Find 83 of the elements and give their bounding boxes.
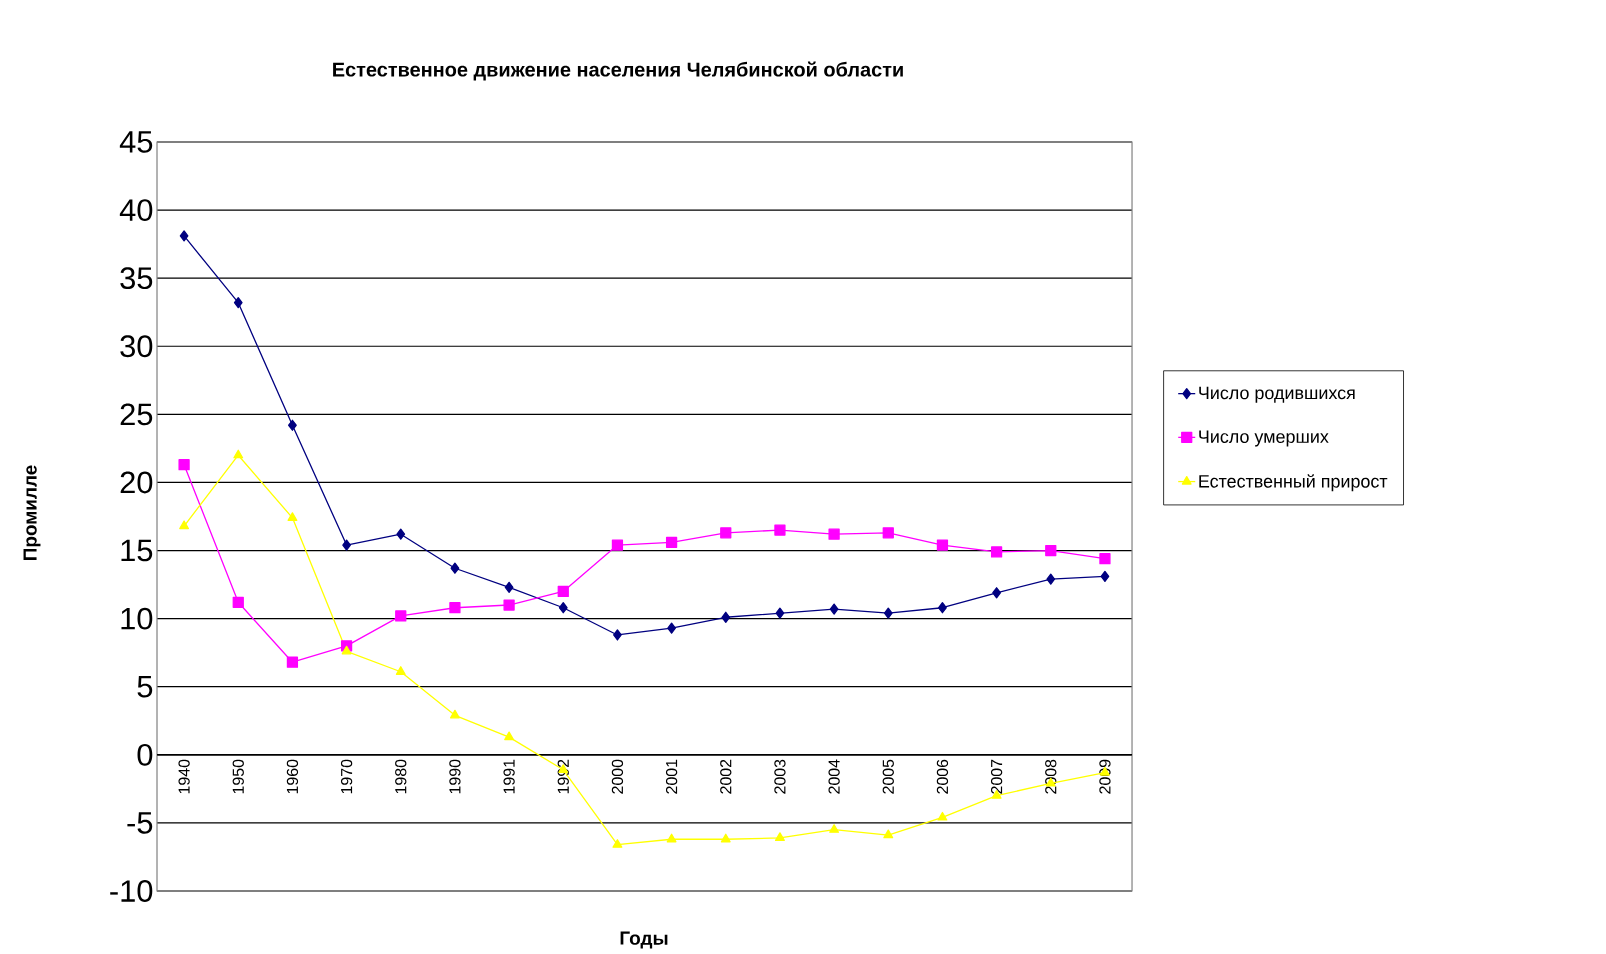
- x-tick-label: 2003: [774, 759, 786, 794]
- y-tick-label: 5: [137, 675, 153, 698]
- x-tick-label: 2001: [665, 759, 678, 794]
- point: [829, 603, 839, 615]
- x-tick-label: 1950: [232, 759, 244, 794]
- point: [612, 839, 623, 848]
- point: [233, 449, 244, 459]
- y-tick-label: 40: [119, 199, 153, 222]
- point: [449, 602, 461, 614]
- x-tick-label: 1970: [340, 759, 353, 794]
- point: [1046, 573, 1056, 585]
- x-tick-label: 1991: [503, 759, 515, 794]
- point: [992, 587, 1001, 599]
- y-tick-label: 45: [119, 131, 153, 153]
- y-tick-label: -5: [127, 812, 153, 834]
- point: [450, 562, 460, 574]
- point: [936, 539, 949, 551]
- y-tick-label: 30: [120, 335, 153, 358]
- point: [233, 297, 243, 309]
- point: [503, 599, 515, 611]
- point: [774, 524, 786, 536]
- point: [232, 596, 244, 608]
- point: [396, 528, 406, 540]
- x-tick-label: 2004: [828, 759, 840, 794]
- x-tick-label: 2002: [720, 759, 732, 794]
- legend-label: Число родившихся: [1199, 386, 1355, 403]
- y-tick-label: 25: [120, 403, 153, 426]
- x-tick-label: 1990: [449, 759, 461, 794]
- point: [341, 645, 352, 655]
- point: [558, 602, 568, 614]
- y-tick-label: 0: [137, 743, 153, 766]
- y-tick-label: 10: [121, 607, 153, 630]
- point: [613, 629, 622, 641]
- y-tick-label: 15: [121, 539, 153, 562]
- point: [774, 832, 785, 842]
- point: [665, 536, 678, 548]
- x-tick-label: 2007: [990, 759, 1003, 794]
- point: [611, 539, 624, 551]
- x-axis-title: Годы: [620, 931, 668, 949]
- point: [504, 581, 514, 593]
- point: [342, 539, 351, 551]
- chart-title: Естественное движение населения Челябинской области: [333, 61, 903, 81]
- point: [720, 833, 731, 843]
- point: [666, 833, 677, 843]
- point: [178, 459, 190, 471]
- y-tick-label: 35: [120, 267, 153, 290]
- point: [1045, 544, 1057, 557]
- point: [882, 527, 894, 539]
- point: [721, 611, 731, 623]
- legend-label: Число умерших: [1199, 430, 1329, 447]
- y-tick-label: -10: [110, 880, 153, 902]
- point: [1100, 570, 1110, 583]
- point: [395, 610, 407, 622]
- point: [829, 824, 840, 833]
- point: [883, 607, 893, 619]
- y-tick-label: 20: [120, 471, 153, 494]
- x-tick-label: 2006: [936, 759, 949, 794]
- point: [1099, 553, 1111, 565]
- point: [395, 666, 406, 675]
- legend-label: Естественный прирост: [1199, 474, 1388, 492]
- point: [667, 622, 676, 634]
- point: [937, 811, 948, 821]
- x-tick-label: 1980: [395, 759, 407, 794]
- point: [504, 731, 515, 741]
- point: [288, 419, 297, 431]
- x-tick-label: 1940: [178, 759, 190, 794]
- point: [990, 546, 1003, 558]
- y-axis-title: Промилле: [23, 465, 41, 560]
- point: [938, 602, 947, 614]
- x-tick-label: 2009: [1099, 759, 1111, 794]
- point: [828, 528, 840, 540]
- point: [449, 709, 460, 719]
- x-tick-label: 2000: [611, 759, 624, 794]
- point: [179, 520, 190, 530]
- x-tick-label: 2005: [882, 759, 894, 794]
- point: [557, 585, 569, 598]
- x-tick-label: 1960: [286, 759, 299, 794]
- point: [720, 527, 732, 539]
- point: [286, 656, 299, 668]
- point: [179, 230, 189, 242]
- point: [883, 829, 894, 839]
- point: [287, 512, 298, 521]
- point: [775, 607, 785, 619]
